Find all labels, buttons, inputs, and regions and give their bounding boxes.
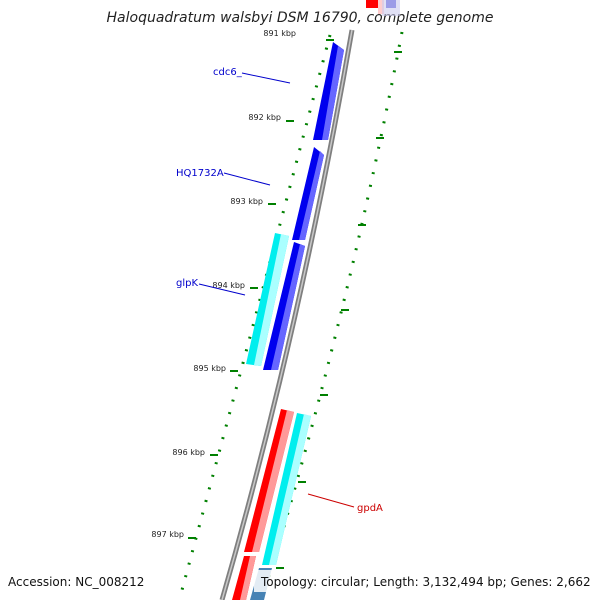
HQ1732A-leader: [223, 172, 271, 186]
map-title: Haloquadratum walsbyi DSM 16790, complet…: [107, 10, 494, 26]
accession-text: Accession: NC_008212: [8, 575, 144, 589]
tick-label-893: 893 kbp: [230, 197, 263, 206]
tick-label-891: 891 kbp: [263, 29, 296, 38]
gene-label-cdc6[interactable]: cdc6_: [213, 67, 243, 78]
gene-label-HQ1732A[interactable]: HQ1732A: [176, 168, 224, 179]
cdc6-leader: [241, 72, 291, 84]
tick-label-895: 895 kbp: [193, 364, 226, 373]
gene-top-red: [366, 0, 378, 8]
gene-label-glpK[interactable]: glpK: [176, 278, 198, 289]
tick-label-897: 897 kbp: [151, 530, 184, 539]
gene-label-gpdA[interactable]: gpdA: [357, 503, 383, 514]
tick-label-894: 894 kbp: [212, 281, 245, 290]
tick-label-892: 892 kbp: [248, 113, 281, 122]
topology-text: Topology: circular; Length: 3,132,494 bp…: [260, 575, 591, 589]
glpK-leader: [198, 283, 246, 296]
gpdA-leader: [307, 493, 355, 508]
tick-label-896: 896 kbp: [172, 448, 205, 457]
kbp-ticks: [188, 39, 402, 569]
